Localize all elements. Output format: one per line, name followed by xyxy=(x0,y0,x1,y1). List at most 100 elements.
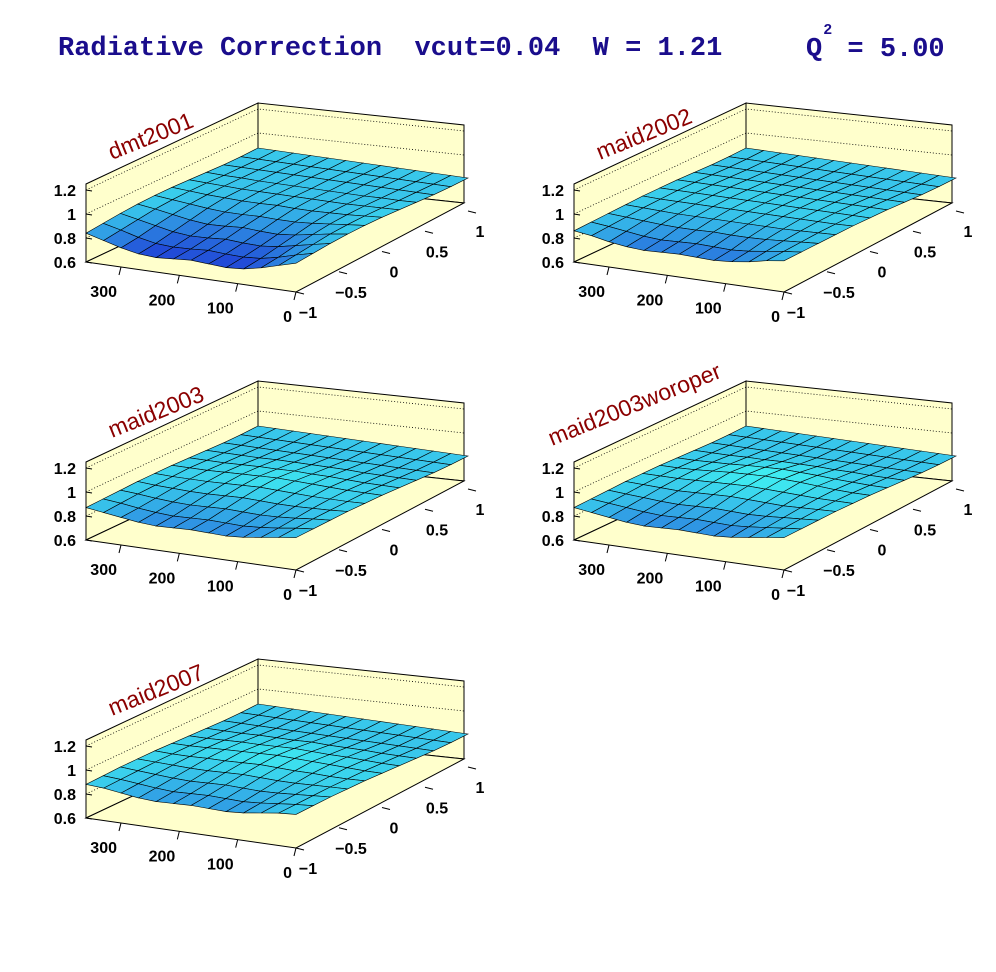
surface-patch xyxy=(573,498,610,513)
y-tick xyxy=(381,807,391,810)
z-tick xyxy=(573,213,581,216)
y-tick xyxy=(826,271,836,275)
x-tick xyxy=(664,553,668,562)
z-tick-label: 0.6 xyxy=(54,811,76,828)
z-tick-label: 1 xyxy=(67,763,76,780)
x-tick xyxy=(176,553,180,562)
y-tick-label: −0.5 xyxy=(335,563,367,580)
surface-mesh xyxy=(85,703,469,815)
y-tick-label: 0 xyxy=(390,543,399,560)
y-tick-label: −0.5 xyxy=(335,841,367,858)
z-gridline xyxy=(85,410,465,493)
z-tick xyxy=(573,189,581,192)
y-tick-label: 0.5 xyxy=(914,244,936,261)
x-tick-label: 100 xyxy=(695,579,722,596)
z-tick-label: 1.2 xyxy=(54,461,76,478)
x-tick-label: 100 xyxy=(207,301,234,318)
x-tick xyxy=(293,847,297,857)
z-tick xyxy=(85,467,93,470)
y-tick-label: 0 xyxy=(878,543,887,560)
x-tick xyxy=(293,291,297,301)
z-tick-label: 0.8 xyxy=(542,509,564,526)
z-tick xyxy=(573,261,581,264)
z-tick-label: 0.6 xyxy=(54,255,76,272)
x-tick-label: 200 xyxy=(149,848,176,865)
z-gridline xyxy=(85,688,465,771)
y-tick-label: −1 xyxy=(299,861,317,878)
page-title-main: Radiative Correction vcut=0.04 W = 1.21 xyxy=(58,34,723,64)
surface-patch xyxy=(573,221,610,237)
y-tick xyxy=(295,569,305,573)
y-tick xyxy=(955,210,965,214)
y-tick-label: −0.5 xyxy=(823,285,855,302)
surface-patch xyxy=(85,222,122,241)
z-tick-label: 1 xyxy=(67,207,76,224)
x-tick-label: 0 xyxy=(283,587,292,604)
y-tick xyxy=(467,210,477,214)
x-tick-label: 200 xyxy=(149,292,176,309)
x-tick xyxy=(118,822,122,832)
x-tick xyxy=(723,283,727,292)
page-title: Radiative Correction vcut=0.04 W = 1.21 … xyxy=(0,22,996,70)
z-tick xyxy=(85,237,93,240)
x-tick-label: 0 xyxy=(283,865,292,882)
x-tick-label: 0 xyxy=(771,587,780,604)
y-tick xyxy=(826,549,836,553)
x-tick-label: 300 xyxy=(90,840,117,857)
y-tick-label: −0.5 xyxy=(335,285,367,302)
z-tick-label: 0.8 xyxy=(542,231,564,248)
page-title-q2: Q2 = 5.00 xyxy=(806,22,945,65)
y-tick-label: 1 xyxy=(476,502,485,519)
y-tick-label: 0 xyxy=(878,265,887,282)
surface-patch xyxy=(85,775,122,789)
y-tick xyxy=(295,847,305,851)
x-tick-label: 300 xyxy=(578,562,605,579)
x-tick xyxy=(176,275,180,284)
x-tick xyxy=(235,839,239,848)
y-tick xyxy=(467,488,477,492)
x-tick xyxy=(606,544,610,554)
z-tick xyxy=(85,515,93,518)
x-tick-label: 100 xyxy=(207,579,234,596)
y-tick xyxy=(338,549,348,553)
y-tick xyxy=(295,291,305,295)
z-tick-label: 1.2 xyxy=(542,183,564,200)
z-tick xyxy=(85,793,93,796)
y-tick-label: −1 xyxy=(787,305,805,322)
y-tick xyxy=(912,508,922,512)
y-tick-label: 0 xyxy=(390,265,399,282)
x-tick xyxy=(723,561,727,570)
z-tick xyxy=(85,745,93,748)
y-tick xyxy=(955,488,965,492)
y-tick-label: 1 xyxy=(964,224,973,241)
y-tick-label: −1 xyxy=(299,583,317,600)
z-tick-label: 1 xyxy=(555,485,564,502)
z-tick xyxy=(85,261,93,264)
x-tick-label: 100 xyxy=(695,301,722,318)
z-tick-label: 0.6 xyxy=(54,533,76,550)
z-tick-label: 1.2 xyxy=(54,183,76,200)
surface-mesh xyxy=(573,425,957,538)
y-tick xyxy=(424,230,434,234)
x-tick-label: 200 xyxy=(637,570,664,587)
y-tick-label: 1 xyxy=(476,780,485,797)
x-tick-label: 100 xyxy=(207,857,234,874)
y-tick-label: 0 xyxy=(390,821,399,838)
z-gridline xyxy=(85,132,465,215)
y-tick xyxy=(424,508,434,512)
z-tick xyxy=(573,237,581,240)
x-tick xyxy=(176,831,180,840)
z-tick xyxy=(85,539,93,542)
y-tick xyxy=(869,251,879,254)
x-tick-label: 300 xyxy=(90,562,117,579)
z-tick-label: 0.8 xyxy=(54,509,76,526)
z-tick xyxy=(85,189,93,192)
x-tick-label: 200 xyxy=(637,292,664,309)
z-gridline xyxy=(573,108,953,191)
z-tick xyxy=(85,817,93,820)
z-gridline xyxy=(573,132,953,215)
x-tick xyxy=(235,561,239,570)
y-tick xyxy=(338,271,348,275)
x-tick-label: 200 xyxy=(149,570,176,587)
